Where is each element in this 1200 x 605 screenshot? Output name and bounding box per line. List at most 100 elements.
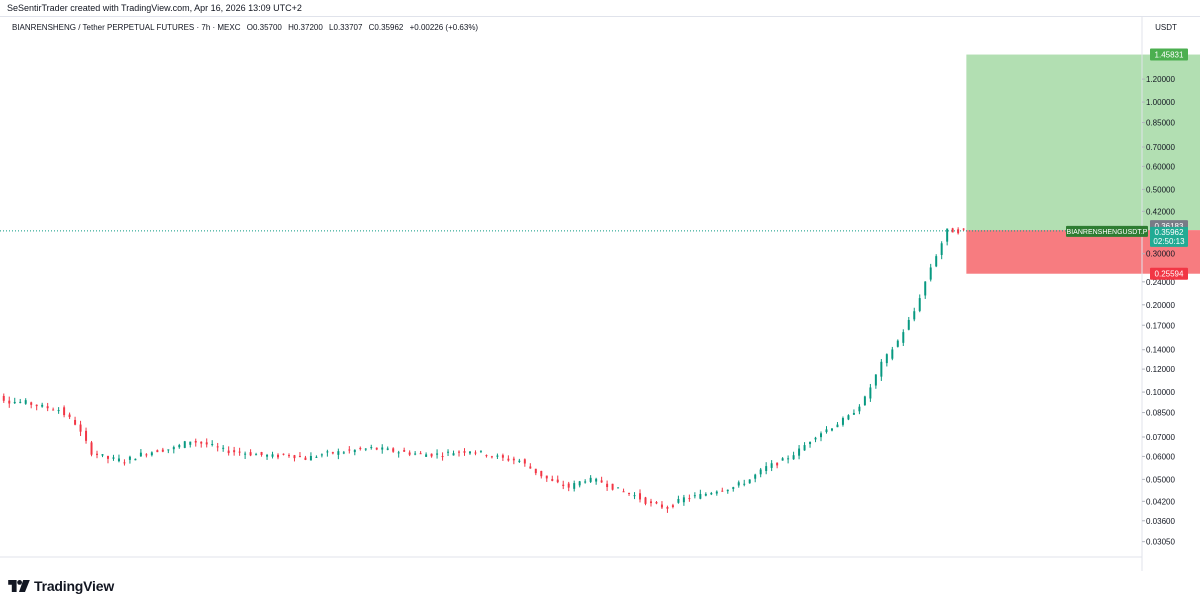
candle-body — [134, 458, 137, 461]
candle-body — [183, 441, 186, 448]
candle-body — [85, 430, 88, 441]
candle-body — [304, 457, 307, 460]
candle-body — [759, 469, 762, 475]
price-axis[interactable]: 1.20000 1.00000 0.85000 0.70000 0.60000 0.500… — [1142, 75, 1175, 547]
symbol-tag-text: BIANRENSHENGUSDT.P — [1067, 229, 1148, 236]
candle-body — [375, 447, 378, 450]
candle-body — [293, 455, 296, 459]
candle-body — [962, 228, 965, 230]
tradingview-logo[interactable]: TradingView — [8, 578, 114, 594]
candle-body — [715, 491, 718, 494]
candle-body — [8, 400, 11, 404]
candle-body — [704, 493, 707, 496]
candle-body — [534, 468, 537, 474]
candle-body — [227, 450, 230, 454]
candle-body — [106, 456, 109, 459]
candle-body — [211, 444, 214, 446]
candle-body — [556, 479, 559, 483]
candle-body — [474, 452, 477, 454]
candle-body — [907, 319, 910, 330]
candle-body — [660, 504, 663, 508]
candle-body — [792, 455, 795, 460]
price-tick: 0.42000 — [1146, 207, 1175, 216]
candle-body — [161, 449, 164, 452]
candle-body — [370, 447, 373, 449]
candle-body — [101, 454, 104, 456]
chart-svg[interactable]: BIANRENSHENG / Tether PERPETUAL FUTURES … — [0, 17, 1200, 572]
legend-high: H0.37200 — [288, 23, 323, 32]
candle-body — [260, 452, 263, 455]
candle-body — [326, 451, 329, 453]
last-price-tag: 0.35962 02:50:13 — [1150, 226, 1188, 247]
tradingview-logo-text: TradingView — [34, 578, 115, 594]
candle-body — [776, 462, 779, 466]
price-tick: 0.70000 — [1146, 143, 1175, 152]
candle-body — [852, 413, 855, 415]
candle-body — [622, 491, 625, 493]
candle-body — [633, 495, 636, 497]
price-tick: 0.10000 — [1146, 388, 1175, 397]
candle-body — [671, 505, 674, 507]
candle-body — [523, 459, 526, 464]
candle-body — [41, 404, 44, 407]
candle-body — [600, 480, 603, 483]
last-tag-bg — [1150, 226, 1188, 247]
candle-body — [841, 418, 844, 425]
candle-body — [30, 402, 33, 405]
candle-body — [90, 442, 93, 455]
candle-body — [765, 466, 768, 472]
candle-body — [781, 458, 784, 461]
candle-body — [617, 487, 620, 489]
price-tick: 0.60000 — [1146, 162, 1175, 171]
last-price-text: 0.35962 — [1155, 228, 1184, 237]
candle-body — [452, 453, 455, 456]
candle-body — [737, 482, 740, 486]
candle-body — [666, 507, 669, 509]
candle-body — [584, 481, 587, 483]
candle-body — [63, 407, 66, 416]
candle-body — [606, 483, 609, 488]
candle-body — [150, 452, 153, 456]
price-tick: 1.00000 — [1146, 98, 1175, 107]
candle-body — [589, 477, 592, 482]
candle-body — [726, 489, 729, 492]
candle-body — [189, 441, 192, 445]
candle-body — [205, 442, 208, 445]
candle-body — [287, 455, 290, 457]
candle-body — [688, 498, 691, 500]
candle-body — [644, 497, 647, 504]
target-price-tag: 1.45831 — [1150, 48, 1188, 61]
stop-price-tag: 0.25594 — [1150, 267, 1188, 280]
price-tick: 0.50000 — [1146, 185, 1175, 194]
candle-body — [178, 445, 181, 448]
candle-body — [512, 458, 515, 461]
stop-tag-text: 0.25594 — [1155, 270, 1184, 279]
candle-body — [117, 458, 120, 462]
candle-body — [902, 332, 905, 343]
price-tick: 0.05000 — [1146, 475, 1175, 484]
candle-body — [540, 470, 543, 477]
candle-body — [337, 451, 340, 455]
candle-body — [754, 474, 757, 479]
candle-body — [392, 448, 395, 452]
candle-body — [233, 450, 236, 453]
candle-body — [518, 460, 521, 462]
candle-body — [194, 440, 197, 443]
candle-body — [562, 484, 565, 487]
countdown-text: 02:50:13 — [1153, 237, 1185, 246]
candle-body — [200, 441, 203, 444]
candle-body — [880, 361, 883, 377]
candle-body — [677, 498, 680, 503]
candle-body — [891, 349, 894, 359]
price-tick: 0.30000 — [1146, 250, 1175, 259]
price-tick: 0.06000 — [1146, 452, 1175, 461]
candle-body — [787, 458, 790, 460]
candle-body — [13, 401, 16, 404]
chart-area[interactable]: BIANRENSHENG / Tether PERPETUAL FUTURES … — [0, 16, 1200, 572]
candle-body — [710, 493, 713, 495]
candle-body — [529, 466, 532, 469]
price-tick: 0.03600 — [1146, 517, 1175, 526]
candle-body — [501, 455, 504, 458]
profit-zone[interactable] — [966, 54, 1200, 231]
candle-body — [463, 451, 466, 453]
